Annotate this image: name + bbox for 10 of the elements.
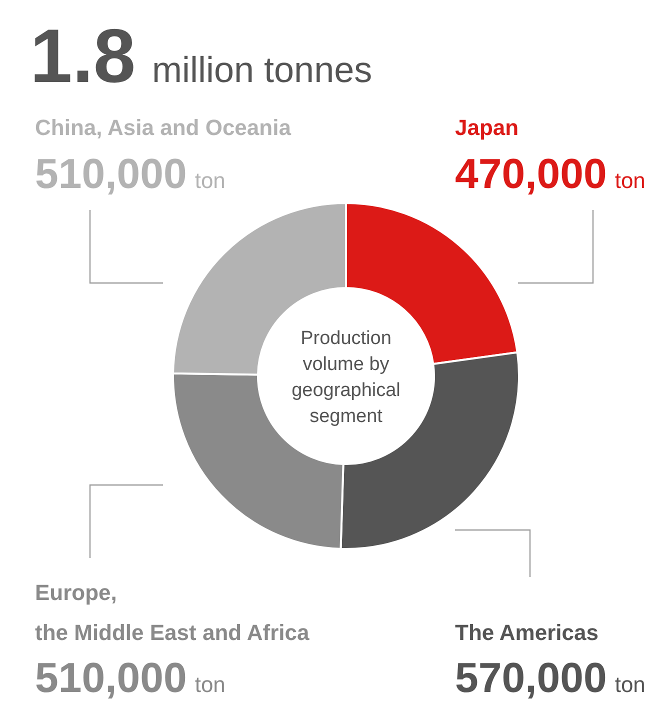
data-label: 510,000 ton [35,654,226,701]
data-label: 470,000 ton [455,150,646,197]
chart-title: 1.8 million tonnes [30,14,372,99]
slice-label: Japan [455,115,519,140]
slice-label: Europe, the Middle East and Africa [35,580,310,645]
slice-label: China, Asia and Oceania [35,115,292,140]
text: Production volume by geographical segment [292,328,400,427]
data-label: 510,000 ton [35,150,226,197]
data-label: 570,000 ton [455,654,646,701]
slice-label: The Americas [455,620,598,645]
